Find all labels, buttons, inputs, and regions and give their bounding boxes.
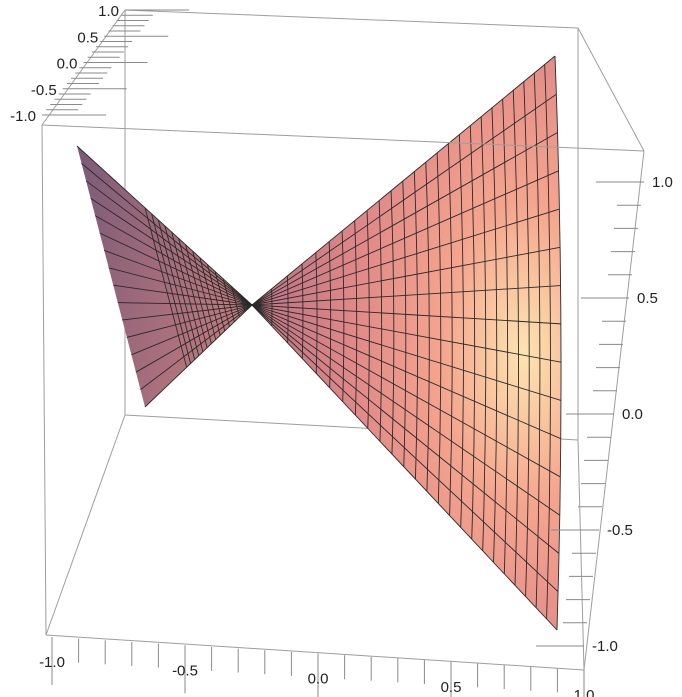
mesh-radial-right [251, 304, 559, 593]
mesh-radial-right [251, 132, 558, 306]
mesh-cross-left [171, 231, 204, 352]
mesh-cross-right [354, 220, 358, 416]
mesh-cross-left [178, 238, 208, 348]
mesh-cross-right [315, 252, 318, 374]
axis-ticks [42, 9, 644, 697]
mesh-cross-right [366, 210, 370, 429]
z-axis-tick-label: 1.0 [652, 174, 673, 191]
x-axis-tick-label: -1.0 [39, 654, 65, 671]
x-axis-tick-label: 0.5 [441, 679, 462, 696]
z-axis-tick-label: 0.0 [622, 406, 643, 423]
mesh-cross-left [185, 244, 212, 344]
mesh-radial-left [144, 304, 253, 408]
mesh-radial-right [251, 304, 562, 363]
mesh-cross-right [413, 171, 419, 480]
mesh-cross-right [523, 81, 530, 597]
mesh-cross-right [458, 134, 464, 528]
box-edge-bottom-left [45, 414, 126, 636]
mesh-cross-left [164, 225, 200, 356]
mesh-cross-right [554, 55, 562, 631]
box-edge-top-right [577, 27, 645, 152]
mesh-cross-right [544, 64, 551, 619]
x-axis-tick-label: 0.0 [308, 671, 329, 688]
z-axis-tick-label: -1.0 [592, 638, 618, 655]
mesh-cross-right [425, 162, 430, 492]
box-edge-bottom-right [577, 439, 585, 671]
mesh-radial-left [76, 145, 253, 306]
mesh-cross-left [199, 257, 221, 336]
axis-tick-labels: -1.0 -0.5 0.0 0.5 1.0-1.0-0.50.00.51.0-1.0-0… [10, 3, 673, 697]
box-edge-top-front [41, 124, 645, 152]
x-axis-tick-label: 1.0 [574, 687, 595, 697]
y-axis-tick-label: -0.5 [31, 82, 57, 99]
mesh-cross-right [502, 99, 509, 574]
box-edge-bottom-front [45, 634, 585, 671]
y-axis-tick-label: 0.5 [77, 29, 98, 46]
mesh-cross-right [480, 116, 487, 551]
mesh-radial-right [251, 208, 560, 306]
mesh-radial-right [251, 304, 561, 516]
box-edge-top-back [124, 9, 579, 29]
box-edge-front-left [41, 124, 47, 636]
bounding-box-back [45, 9, 585, 671]
y-axis-tick-label: -1.0 [10, 108, 36, 125]
mesh-radial-right [251, 93, 557, 306]
mesh-cross-right [390, 190, 395, 455]
mesh-cross-right [328, 241, 332, 388]
box-edge-front-right [583, 150, 645, 671]
mesh-radial-right [251, 304, 558, 631]
mesh-cross-right [341, 230, 345, 402]
mesh-radial-right [251, 304, 560, 554]
y-axis-tick-label: 1.0 [98, 3, 119, 20]
mesh-radial-right [251, 304, 562, 401]
mesh-cross-left [240, 294, 246, 312]
mesh-cross-left [157, 219, 196, 360]
mesh-radial-right [251, 304, 561, 325]
mesh-radial-right [251, 55, 556, 306]
bounding-box-front [41, 9, 645, 671]
mesh-radial-right [251, 285, 561, 306]
mesh-cross-right [436, 152, 442, 504]
x-axis-tick-label: -0.5 [172, 662, 198, 679]
mesh-cross-left [214, 271, 230, 327]
mesh-cross-right [402, 181, 407, 467]
mesh-cross-left [151, 213, 192, 364]
mesh-cross-right [286, 275, 289, 343]
mesh-cross-right [512, 90, 519, 586]
mesh-cross-right [301, 263, 304, 359]
mesh-cross-left [222, 278, 235, 322]
mesh-cross-left [231, 286, 240, 318]
mesh-cross-right [469, 125, 476, 540]
mesh-cross-left [192, 250, 217, 340]
mesh-radial-right [251, 304, 561, 478]
mesh-cross-right [533, 73, 541, 608]
mesh-cross-right [491, 107, 498, 563]
mesh-cross-left [144, 207, 188, 368]
y-axis-tick-label: 0.0 [57, 56, 78, 73]
z-axis-tick-label: -0.5 [607, 522, 633, 539]
mesh-cross-right [378, 200, 383, 442]
surface-mesh [76, 55, 562, 631]
mesh-radial-right [251, 304, 561, 440]
mesh-cross-right [447, 143, 453, 516]
mesh-radial-right [251, 246, 561, 306]
mesh-cross-left [207, 264, 226, 332]
mesh-radial-right [251, 170, 559, 306]
surface-left-sheet [77, 146, 252, 407]
z-axis-tick-label: 0.5 [637, 290, 658, 307]
surface [77, 56, 562, 630]
